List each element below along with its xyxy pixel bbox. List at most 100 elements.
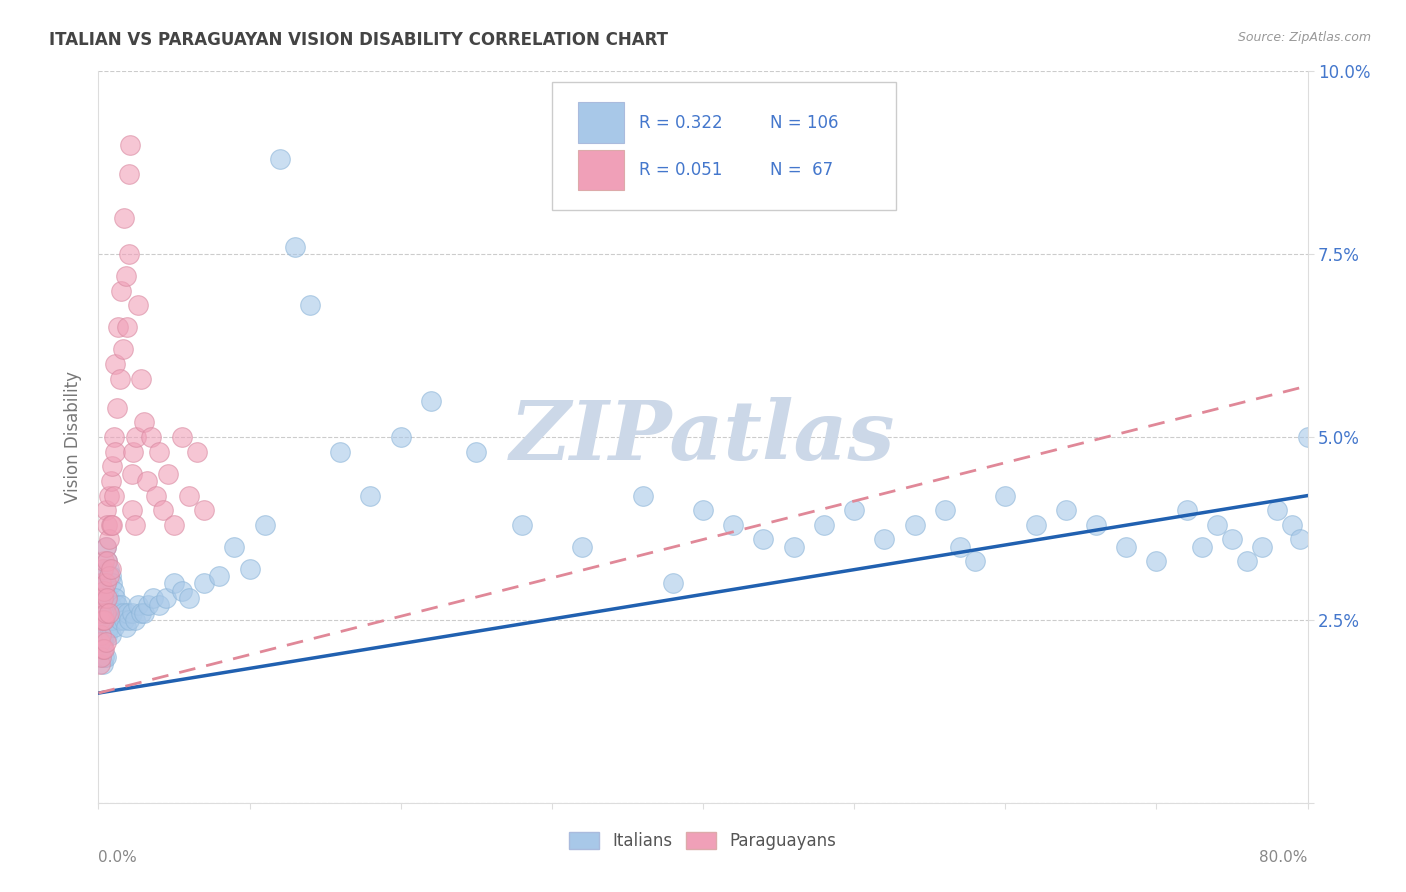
Point xyxy=(89,657,111,671)
Point xyxy=(100,474,122,488)
Point xyxy=(813,517,835,532)
Point xyxy=(193,503,215,517)
Point xyxy=(98,562,121,576)
Point xyxy=(96,591,118,605)
Point xyxy=(108,613,131,627)
Point xyxy=(94,613,117,627)
Point xyxy=(571,540,593,554)
Point xyxy=(94,649,117,664)
Point xyxy=(114,269,136,284)
Point xyxy=(1115,540,1137,554)
Point xyxy=(91,591,114,605)
Point xyxy=(1175,503,1198,517)
Point xyxy=(121,503,143,517)
Point xyxy=(949,540,972,554)
Point xyxy=(965,554,987,568)
Point xyxy=(96,554,118,568)
Bar xyxy=(578,150,624,190)
Point xyxy=(179,489,201,503)
Point xyxy=(239,562,262,576)
Point xyxy=(1085,517,1108,532)
Point xyxy=(129,606,152,620)
Point xyxy=(420,393,443,408)
Point xyxy=(120,137,142,152)
Point xyxy=(96,554,118,568)
Point xyxy=(121,606,143,620)
Point xyxy=(360,489,382,503)
Point xyxy=(136,599,159,613)
Point xyxy=(156,467,179,481)
Point xyxy=(98,591,121,605)
Point xyxy=(90,620,112,634)
Text: R = 0.051: R = 0.051 xyxy=(638,161,723,179)
Point xyxy=(93,554,115,568)
Point xyxy=(103,430,125,444)
Point xyxy=(1372,496,1395,510)
Point xyxy=(163,576,186,591)
Legend: Italians, Paraguayans: Italians, Paraguayans xyxy=(562,825,844,856)
Point xyxy=(91,591,114,605)
Point xyxy=(145,489,167,503)
Point xyxy=(723,517,745,532)
Point xyxy=(253,517,276,532)
Point xyxy=(90,599,112,613)
Text: 80.0%: 80.0% xyxy=(1260,850,1308,865)
Point xyxy=(101,459,124,474)
Point xyxy=(115,320,138,334)
Text: Source: ZipAtlas.com: Source: ZipAtlas.com xyxy=(1237,31,1371,45)
Point xyxy=(103,583,125,598)
Point xyxy=(94,540,117,554)
Point xyxy=(127,298,149,312)
Point xyxy=(101,576,124,591)
Point xyxy=(103,620,125,634)
Point xyxy=(89,635,111,649)
Point xyxy=(94,606,117,620)
Point xyxy=(1289,533,1312,547)
Point xyxy=(465,444,488,458)
Point xyxy=(89,613,111,627)
Point xyxy=(208,569,231,583)
Point xyxy=(100,517,122,532)
Point xyxy=(107,606,129,620)
Point xyxy=(783,540,806,554)
Point xyxy=(1054,503,1077,517)
Point xyxy=(101,613,124,627)
Point xyxy=(93,583,115,598)
Text: N = 106: N = 106 xyxy=(769,113,838,131)
Point xyxy=(94,576,117,591)
Point xyxy=(692,503,714,517)
Point xyxy=(1296,430,1319,444)
Text: R = 0.322: R = 0.322 xyxy=(638,113,723,131)
Point xyxy=(129,371,152,385)
Text: 0.0%: 0.0% xyxy=(98,850,138,865)
Point xyxy=(98,569,121,583)
Point xyxy=(142,591,165,605)
Point xyxy=(125,430,148,444)
Point xyxy=(132,416,155,430)
Point xyxy=(934,503,956,517)
Point xyxy=(155,591,177,605)
Point xyxy=(1281,517,1303,532)
Point xyxy=(1191,540,1213,554)
Point xyxy=(224,540,246,554)
Point xyxy=(98,533,121,547)
Point xyxy=(103,489,125,503)
Point xyxy=(100,627,122,641)
Point xyxy=(170,583,193,598)
Point xyxy=(94,503,117,517)
Point xyxy=(186,444,208,458)
Point xyxy=(132,606,155,620)
Point xyxy=(661,576,683,591)
Point xyxy=(1357,481,1379,495)
Point xyxy=(127,599,149,613)
Point xyxy=(96,517,118,532)
Point xyxy=(111,343,134,357)
Point xyxy=(89,613,111,627)
Point xyxy=(141,430,163,444)
Point xyxy=(93,613,115,627)
Point xyxy=(124,517,146,532)
Point xyxy=(122,444,145,458)
Point xyxy=(91,613,114,627)
Point xyxy=(93,627,115,641)
Point xyxy=(115,606,138,620)
